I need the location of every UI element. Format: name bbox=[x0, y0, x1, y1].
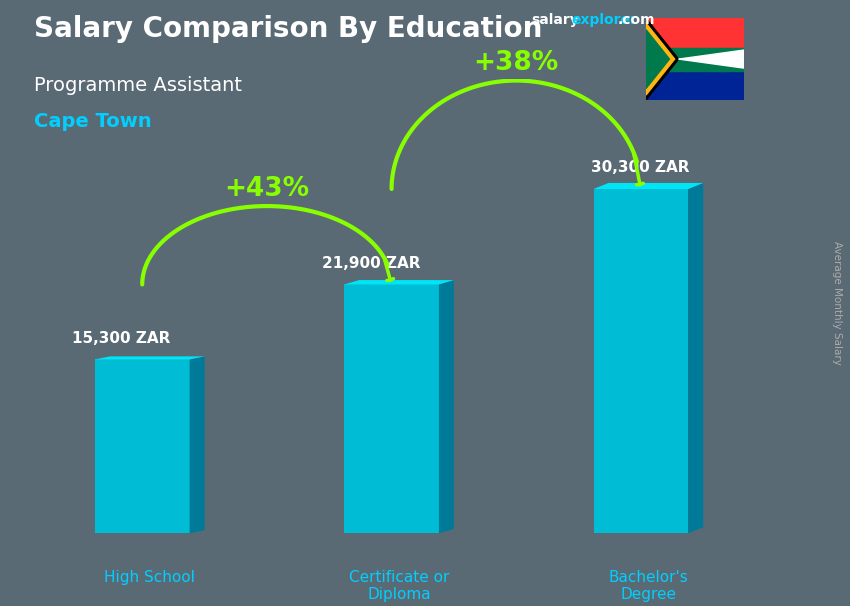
Polygon shape bbox=[593, 189, 688, 533]
Text: 21,900 ZAR: 21,900 ZAR bbox=[322, 256, 420, 271]
Text: explorer: explorer bbox=[571, 13, 638, 27]
Polygon shape bbox=[678, 59, 744, 68]
Text: 15,300 ZAR: 15,300 ZAR bbox=[72, 331, 171, 346]
Text: Salary Comparison By Education: Salary Comparison By Education bbox=[34, 15, 542, 43]
Text: 30,300 ZAR: 30,300 ZAR bbox=[591, 161, 689, 175]
Bar bbox=[646, 18, 744, 59]
Bar bbox=[646, 59, 744, 100]
Polygon shape bbox=[190, 356, 205, 533]
Polygon shape bbox=[593, 183, 703, 189]
Polygon shape bbox=[678, 50, 744, 59]
Bar bbox=[646, 48, 744, 70]
Text: .com: .com bbox=[618, 13, 655, 27]
Polygon shape bbox=[344, 284, 439, 533]
Text: +43%: +43% bbox=[224, 176, 309, 202]
Polygon shape bbox=[688, 183, 703, 533]
Polygon shape bbox=[344, 280, 454, 284]
Text: Average Monthly Salary: Average Monthly Salary bbox=[832, 241, 842, 365]
Polygon shape bbox=[646, 18, 678, 100]
Text: salary: salary bbox=[531, 13, 579, 27]
Text: +38%: +38% bbox=[473, 50, 558, 76]
Polygon shape bbox=[646, 30, 670, 88]
Text: Programme Assistant: Programme Assistant bbox=[34, 76, 242, 95]
Text: Certificate or
Diploma: Certificate or Diploma bbox=[348, 570, 450, 602]
Polygon shape bbox=[646, 23, 675, 95]
Text: High School: High School bbox=[105, 570, 196, 585]
Text: Cape Town: Cape Town bbox=[34, 112, 151, 131]
Text: Bachelor's
Degree: Bachelor's Degree bbox=[609, 570, 689, 602]
Polygon shape bbox=[439, 280, 454, 533]
Polygon shape bbox=[95, 359, 190, 533]
Polygon shape bbox=[95, 356, 205, 359]
